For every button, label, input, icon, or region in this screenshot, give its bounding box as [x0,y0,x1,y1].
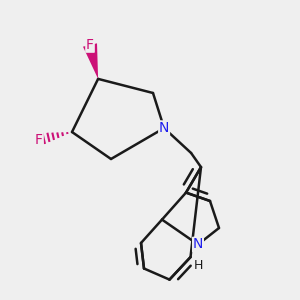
Text: N: N [193,238,203,251]
Text: H: H [193,259,203,272]
Polygon shape [83,43,98,79]
Text: N: N [159,121,169,135]
Text: F: F [86,38,94,52]
Text: F: F [35,133,43,146]
